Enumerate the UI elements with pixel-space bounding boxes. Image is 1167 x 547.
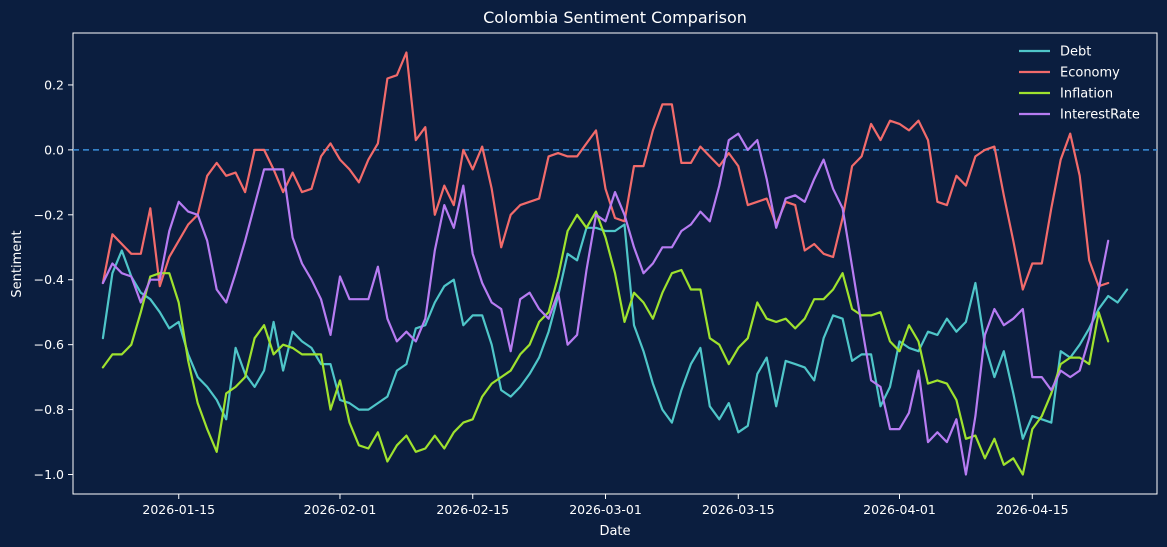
- x-tick-label: 2026-01-15: [142, 502, 215, 517]
- y-tick-label: −0.2: [34, 207, 64, 222]
- y-axis: 0.2 0.0 −0.2 −0.4 −0.6 −0.8 −1.0: [34, 77, 73, 482]
- legend-label-debt: Debt: [1060, 45, 1091, 60]
- x-tick-label: 2026-03-01: [569, 502, 642, 517]
- x-tick-label: 2026-04-01: [863, 502, 936, 517]
- x-axis: 2026-01-15 2026-02-01 2026-02-15 2026-03-01…: [142, 494, 1069, 517]
- x-tick-label: 2026-03-15: [702, 502, 775, 517]
- y-tick-label: −0.6: [34, 337, 64, 352]
- x-tick-label: 2026-02-01: [304, 502, 377, 517]
- y-axis-label: Sentiment: [10, 230, 25, 297]
- x-tick-label: 2026-04-15: [996, 502, 1069, 517]
- legend-label-interestrate: InterestRate: [1060, 108, 1140, 123]
- y-tick-label: −1.0: [34, 467, 64, 482]
- series-line-interestrate: [101, 132, 1110, 476]
- legend: Debt Economy Inflation InterestRate: [1019, 45, 1140, 123]
- y-tick-label: −0.4: [34, 272, 64, 287]
- y-tick-label: 0.2: [44, 77, 64, 92]
- series-line-economy: [101, 51, 1110, 291]
- y-tick-label: 0.0: [44, 142, 64, 157]
- x-tick-label: 2026-02-15: [436, 502, 509, 517]
- series-lines: [101, 51, 1129, 476]
- y-tick-label: −0.8: [34, 402, 64, 417]
- series-line-debt: [101, 223, 1129, 440]
- chart-title: Colombia Sentiment Comparison: [483, 8, 747, 27]
- series-line-inflation: [101, 210, 1110, 476]
- legend-label-economy: Economy: [1060, 66, 1120, 81]
- plot-frame: [72, 32, 1158, 495]
- x-axis-label: Date: [599, 524, 630, 539]
- legend-label-inflation: Inflation: [1060, 87, 1113, 102]
